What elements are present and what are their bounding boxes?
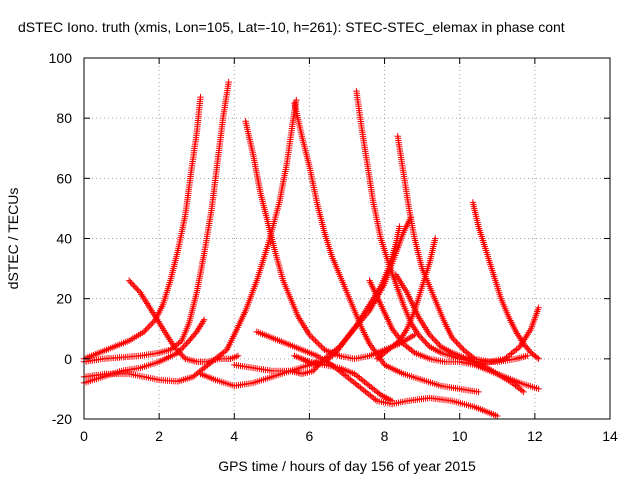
x-tick-label: 10 xyxy=(452,428,468,444)
series-arc-5 xyxy=(125,277,242,365)
x-tick-label: 4 xyxy=(230,428,238,444)
x-tick-label: 14 xyxy=(602,428,618,444)
x-tick-label: 8 xyxy=(381,428,389,444)
y-tick-label: 0 xyxy=(64,351,72,367)
y-tick-label: -20 xyxy=(52,411,72,427)
series-markers xyxy=(353,87,531,365)
y-tick-label: 40 xyxy=(56,231,72,247)
x-tick-label: 2 xyxy=(155,428,163,444)
series-markers xyxy=(80,93,204,362)
x-tick-label: 6 xyxy=(306,428,314,444)
y-axis-label: dSTEC / TECUs xyxy=(5,188,21,290)
series-markers xyxy=(80,78,232,365)
series-arc-14 xyxy=(394,133,542,365)
series-markers xyxy=(291,99,482,396)
series-arc-13 xyxy=(353,87,531,365)
grid xyxy=(84,58,610,419)
x-tick-label: 12 xyxy=(527,428,543,444)
series-markers xyxy=(298,223,403,369)
series-markers xyxy=(242,118,418,362)
y-tick-label: 60 xyxy=(56,170,72,186)
axis-ticks: 0 2 4 6 8 10 12 14 -20 0 20 40 60 80 100 xyxy=(49,50,618,444)
series-arc-18 xyxy=(392,271,527,396)
chart-title: dSTEC Iono. truth (xmis, Lon=105, Lat=-1… xyxy=(18,19,565,35)
series-arc-7 xyxy=(242,118,418,362)
series-arc-1 xyxy=(80,78,232,365)
series-markers xyxy=(394,133,542,365)
series-arc-17 xyxy=(469,199,542,362)
y-tick-label: 20 xyxy=(56,291,72,307)
series-markers xyxy=(469,199,542,362)
x-axis-label: GPS time / hours of day 156 of year 2015 xyxy=(218,458,476,474)
y-tick-label: 80 xyxy=(56,110,72,126)
series-markers xyxy=(125,277,242,365)
plot-frame xyxy=(83,57,611,420)
series-markers xyxy=(392,271,527,396)
series-arc-9 xyxy=(291,99,482,396)
data-series xyxy=(80,78,542,420)
y-tick-label: 100 xyxy=(49,50,73,66)
series-arc-12 xyxy=(298,223,403,369)
series-arc-2 xyxy=(80,93,204,362)
x-tick-label: 0 xyxy=(80,428,88,444)
